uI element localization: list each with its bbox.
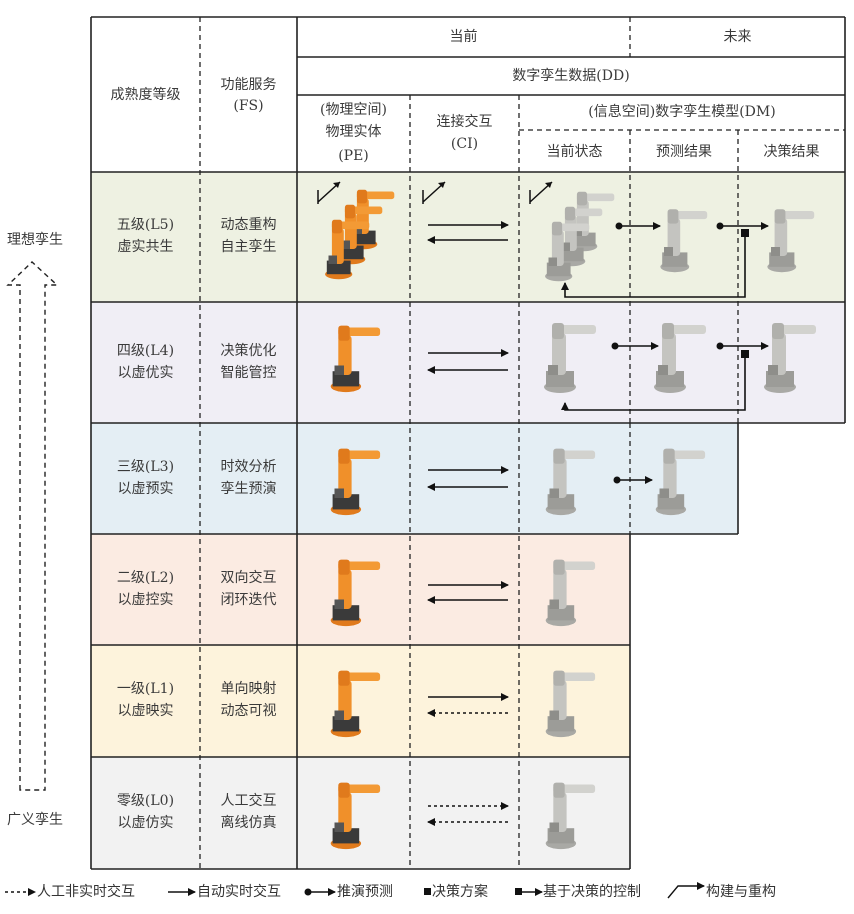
- level-label: 四级(L4): [116, 342, 175, 359]
- function-service: 时效分析: [220, 458, 277, 475]
- level-label: 一级(L1): [116, 681, 175, 697]
- function-service: 双向交互: [220, 569, 277, 586]
- pe-header: (物理空间): [320, 102, 387, 118]
- function-service: 动态可视: [220, 703, 277, 719]
- fs-header: 功能服务: [220, 77, 277, 93]
- pe-header-name: 物理实体: [325, 124, 382, 140]
- pe-header-abbr: (PE): [338, 148, 369, 164]
- dm-current-state-header: 当前状态: [546, 144, 603, 160]
- current-header: 当前: [449, 29, 478, 45]
- function-service: 人工交互: [220, 793, 277, 809]
- square-arrow-icon: [515, 888, 522, 895]
- ci-header: 连接交互: [436, 114, 493, 130]
- square-icon: [424, 888, 431, 895]
- function-service: 离线仿真: [220, 815, 277, 831]
- level-row-background: [91, 645, 630, 757]
- control-feedback-arrow: [561, 233, 746, 298]
- function-service: 动态重构: [220, 217, 277, 233]
- future-header: 未来: [723, 29, 752, 45]
- general-twin-label: 广义孪生: [7, 812, 63, 828]
- function-service: 决策优化: [220, 342, 277, 359]
- legend-label: 推演预测: [337, 884, 393, 900]
- level-name: 虚实共生: [117, 239, 174, 255]
- digital-twin-data-header: 数字孪生数据(DD): [512, 68, 630, 84]
- construct-arrowhead-icon: [545, 182, 552, 188]
- hollow-up-arrow-icon: [6, 261, 59, 791]
- ci-header-abbr: (CI): [450, 136, 479, 152]
- level-name: 以虚优实: [117, 364, 174, 381]
- level-label: 三级(L3): [116, 458, 175, 475]
- function-service: 自主孪生: [220, 239, 277, 255]
- function-service: 孪生预演: [220, 480, 277, 497]
- construct-arrow-icon: [667, 882, 705, 899]
- construct-arrowhead-icon: [438, 182, 445, 188]
- level-name: 以虚控实: [117, 591, 174, 608]
- level-row-background: [91, 172, 845, 302]
- dm-header: (信息空间)数字孪生模型(DM): [588, 104, 776, 120]
- level-row-background: [91, 534, 630, 645]
- level-row-background: [91, 302, 845, 423]
- fs-header-abbr: (FS): [233, 98, 264, 114]
- dm-prediction-header: 预测结果: [656, 144, 712, 160]
- ideal-twin-label: 理想孪生: [7, 232, 63, 248]
- construct-arrowhead-icon: [333, 182, 340, 188]
- function-service: 单向映射: [220, 681, 277, 697]
- level-name: 以虚仿实: [117, 815, 174, 831]
- legend-label: 决策方案: [432, 884, 488, 900]
- legend-label: 基于决策的控制: [543, 884, 641, 900]
- function-service: 智能管控: [220, 364, 277, 381]
- level-name: 以虚映实: [117, 703, 174, 719]
- level-label: 五级(L5): [116, 217, 175, 233]
- level-label: 二级(L2): [116, 569, 175, 586]
- control-feedback-arrow: [561, 354, 746, 411]
- level-label: 零级(L0): [116, 793, 175, 809]
- level-row-background: [91, 757, 630, 869]
- legend-label: 构建与重构: [706, 884, 776, 900]
- legend-label: 人工非实时交互: [37, 884, 135, 900]
- dm-decision-header: 决策结果: [763, 144, 820, 160]
- function-service: 闭环迭代: [220, 591, 277, 608]
- legend-label: 自动实时交互: [197, 884, 281, 900]
- maturity-level-header: 成熟度等级: [110, 87, 181, 103]
- level-name: 以虚预实: [117, 480, 174, 497]
